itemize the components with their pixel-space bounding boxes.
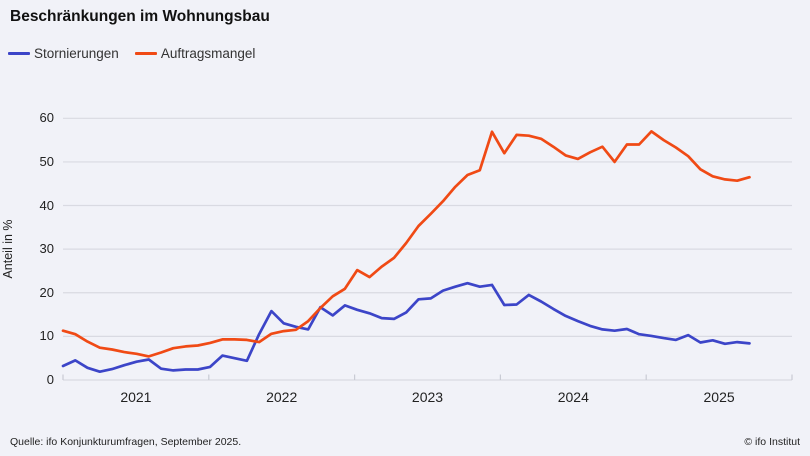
y-tick-10: 10 xyxy=(39,328,54,344)
auftragsmangel-line xyxy=(61,130,751,358)
stornierungen-line xyxy=(61,281,751,374)
x-tick-2021: 2021 xyxy=(120,389,152,405)
legend-item-auftragsmangel: Auftragsmangel xyxy=(134,46,256,61)
auftragsmangel-line-swatch xyxy=(134,52,157,55)
x-tick-2022: 2022 xyxy=(266,389,298,405)
y-tick-30: 30 xyxy=(39,241,54,257)
copyright-note: © ifo Institut xyxy=(744,436,800,448)
y-tick-20: 20 xyxy=(39,284,54,300)
legend-label-auftragsmangel: Auftragsmangel xyxy=(160,46,256,61)
legend: Stornierungen Auftragsmangel xyxy=(8,46,255,61)
y-tick-50: 50 xyxy=(39,153,54,169)
x-tick-2023: 2023 xyxy=(411,389,444,405)
x-tick-2025: 2025 xyxy=(703,389,735,405)
chart-title: Beschränkungen im Wohnungsbau xyxy=(10,8,270,25)
y-tick-40: 40 xyxy=(39,197,54,213)
source-note: Quelle: ifo Konjunkturumfragen, Septembe… xyxy=(10,436,242,448)
y-axis-title: Anteil in % xyxy=(1,219,15,279)
legend-label-stornierungen: Stornierungen xyxy=(34,46,119,61)
chart-footer: Quelle: ifo Konjunkturumfragen, Septembe… xyxy=(0,436,810,450)
x-tick-2024: 2024 xyxy=(557,389,589,405)
legend-item-stornierungen: Stornierungen xyxy=(8,46,119,61)
stornierungen-line-swatch xyxy=(8,52,30,55)
y-tick-60: 60 xyxy=(39,110,54,126)
y-tick-0: 0 xyxy=(46,372,54,387)
